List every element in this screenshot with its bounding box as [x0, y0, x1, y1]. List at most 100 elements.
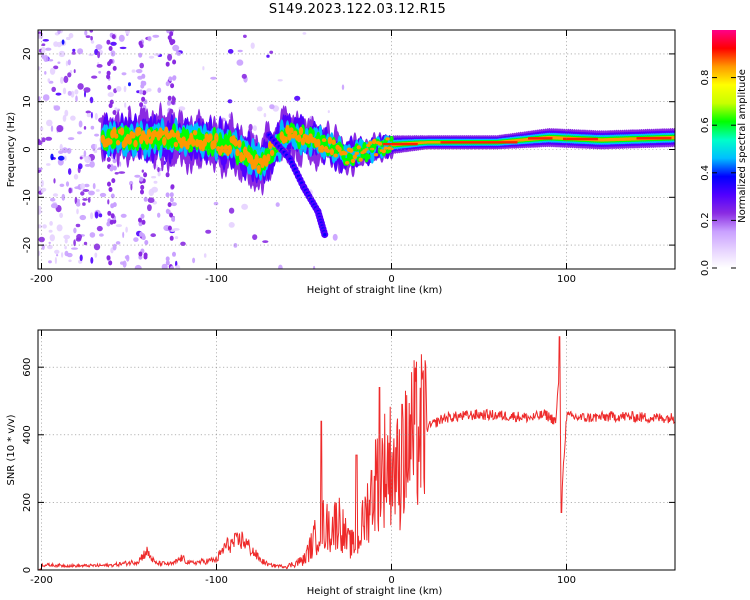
ridge-cell — [300, 137, 306, 146]
speckle-blob — [134, 174, 141, 178]
speckle-blob — [57, 30, 61, 35]
ridge-cell — [137, 127, 142, 136]
speckle-blob — [115, 224, 122, 228]
heatmap-x-axis-label: Height of straight line (km) — [307, 285, 443, 296]
streak-blob — [109, 99, 114, 105]
speckle-blob — [90, 36, 93, 41]
ridge-cell — [127, 137, 132, 145]
streak-blob — [139, 231, 144, 237]
ridge-cell — [389, 135, 394, 143]
streak-blob — [109, 166, 114, 172]
speckle-blob — [78, 163, 83, 170]
speckle-blob — [125, 30, 130, 35]
speckle-blob — [327, 110, 330, 114]
ridge-cell — [320, 144, 325, 153]
speckle-blob — [94, 144, 98, 149]
speckle-blob — [90, 111, 93, 119]
snr-xtick-label: 0 — [388, 575, 394, 586]
colorbar-tick-label: 0.6 — [700, 117, 711, 133]
speckle-blob — [50, 125, 54, 132]
streak-blob — [138, 52, 143, 58]
speckle-blob — [161, 263, 168, 269]
ridge-cell — [289, 127, 294, 134]
ridge-cell — [298, 126, 304, 136]
heatmap-y-axis-label: Frequency (Hz) — [6, 112, 17, 188]
streak-blob — [140, 189, 144, 195]
speckle-blob — [157, 167, 160, 173]
speckle-blob — [85, 110, 92, 114]
ridge-cell — [327, 136, 333, 145]
ridge-cell — [356, 145, 361, 150]
streak-blob — [167, 95, 172, 101]
ridge-cell — [321, 138, 327, 143]
speckle-blob — [118, 171, 126, 174]
heatmap-ytick-label: -20 — [22, 237, 33, 253]
streak-blob — [165, 61, 170, 67]
speckle-blob — [135, 69, 143, 74]
streak-blob — [167, 225, 172, 231]
streak-blob — [139, 89, 143, 95]
ridge-cell — [325, 149, 331, 153]
chart-title: S149.2023.122.03.12.R15 — [268, 2, 447, 17]
speckle-blob — [83, 126, 87, 130]
streak-blob — [111, 178, 116, 184]
streak-blob — [170, 184, 175, 190]
ridge-cell — [237, 139, 242, 148]
ridge-cell — [373, 153, 379, 157]
speckle-blob — [84, 30, 88, 36]
streak-blob — [142, 90, 147, 96]
speckle-blob — [59, 143, 63, 151]
speckle-blob — [79, 214, 87, 221]
speckle-blob — [38, 138, 41, 144]
speckle-blob — [61, 39, 65, 45]
ridge-cell — [350, 158, 356, 163]
speckle-blob — [89, 232, 96, 238]
speckle-blob — [89, 30, 93, 33]
speckle-blob — [49, 67, 56, 75]
streak-blob — [165, 192, 170, 198]
heatmap-xtick-label: 0 — [388, 274, 394, 285]
ridge-cell — [202, 138, 207, 147]
streak-blob — [107, 210, 112, 216]
speckle-blob — [48, 59, 54, 62]
ridge-cell — [370, 147, 375, 151]
speckle-blob — [51, 86, 56, 92]
streak-blob — [143, 252, 148, 258]
ridge-cell — [269, 149, 275, 156]
speckle-blob — [41, 46, 46, 54]
snr-series-line — [38, 336, 675, 570]
speckle-blob — [266, 54, 270, 58]
speckle-blob — [67, 137, 75, 141]
speckle-blob — [90, 40, 95, 44]
heatmap-ytick-label: 0 — [22, 146, 33, 152]
streak-blob — [108, 187, 113, 192]
speckle-blob — [38, 96, 41, 102]
speckle-blob — [73, 239, 76, 247]
ridge-cell — [364, 148, 369, 151]
streak-blob — [106, 39, 111, 45]
speckle-blob — [97, 51, 101, 59]
streak-blob — [169, 31, 174, 37]
speckle-blob — [56, 224, 63, 232]
snr-xtick-label: -200 — [30, 575, 53, 586]
ridge-peak — [528, 137, 553, 140]
speckle-blob — [75, 201, 81, 207]
speckle-blob — [62, 147, 68, 154]
speckle-blob — [82, 189, 90, 192]
streak-blob — [143, 172, 148, 178]
speckle-blob — [86, 113, 92, 118]
ridge-peak — [636, 137, 672, 140]
speckle-blob — [72, 48, 76, 52]
speckle-blob — [134, 264, 142, 269]
streak-blob — [141, 235, 146, 241]
ridge-cell — [366, 153, 371, 160]
ridge-cell — [385, 137, 390, 141]
ridge-cell — [337, 146, 342, 153]
speckle-blob — [171, 202, 177, 207]
streak-blob — [167, 202, 172, 208]
heatmap-xtick-label: 100 — [557, 274, 576, 285]
speckle-blob — [38, 224, 43, 229]
speckle-blob — [73, 69, 76, 74]
speckle-blob — [98, 70, 101, 74]
